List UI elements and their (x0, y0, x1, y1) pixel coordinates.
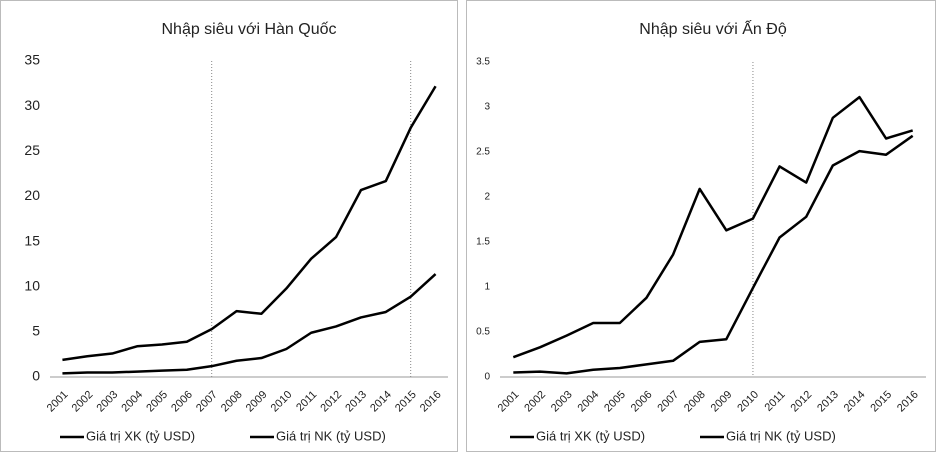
x-tick-label: 2015 (393, 389, 419, 415)
chart-title: Nhập siêu với Hàn Quốc (161, 21, 336, 38)
y-tick-label: 0 (484, 372, 490, 383)
chart-title: Nhập siêu với Ấn Độ (639, 19, 787, 38)
x-tick-label: 2008 (682, 389, 708, 415)
x-tick-label: 2002 (70, 389, 96, 415)
panel-border (0, 0, 458, 452)
x-tick-label: 2010 (735, 389, 761, 415)
y-tick-label: 35 (24, 52, 40, 68)
x-tick-label: 2003 (95, 389, 121, 415)
y-tick-label: 2 (484, 192, 490, 203)
x-tick-label: 2007 (194, 389, 220, 415)
x-tick-label: 2002 (522, 389, 548, 415)
panel-border (466, 0, 936, 452)
y-tick-label: 5 (32, 323, 40, 339)
y-tick-label: 3.5 (476, 57, 490, 68)
x-tick-label: 2015 (868, 389, 894, 415)
x-tick-label: 2003 (549, 389, 575, 415)
x-tick-label: 2012 (318, 389, 344, 415)
x-tick-label: 2006 (629, 389, 655, 415)
y-tick-label: 15 (24, 232, 40, 248)
y-tick-label: 30 (24, 97, 40, 113)
x-tick-label: 2013 (343, 389, 369, 415)
x-tick-label: 2008 (219, 389, 245, 415)
y-tick-label: 25 (24, 142, 40, 158)
x-tick-label: 2006 (169, 389, 195, 415)
x-tick-label: 2013 (815, 389, 841, 415)
x-tick-label: 2007 (655, 389, 681, 415)
x-tick-label: 2014 (368, 389, 394, 415)
x-tick-label: 2011 (763, 389, 788, 414)
chart-panel: Nhập siêu với Hàn Quốc 0 5 10 15 20 25 30 35 2001… (0, 0, 458, 452)
x-tick-label: 2001 (45, 389, 71, 415)
legend-label: Giá trị XK (tỷ USD) (86, 428, 195, 443)
y-tick-label: 1.5 (476, 237, 490, 248)
data-line (62, 85, 437, 362)
x-tick-label: 2001 (496, 389, 522, 415)
x-tick-label: 2014 (842, 389, 868, 415)
x-tick-label: 2005 (144, 389, 170, 415)
x-tick-label: 2005 (602, 389, 628, 415)
x-tick-label: 2016 (418, 389, 444, 415)
legend-label: Giá trị XK (tỷ USD) (536, 428, 645, 443)
x-tick-label: 2016 (895, 389, 921, 415)
data-line (512, 95, 914, 359)
legend-label: Giá trị NK (tỷ USD) (276, 428, 386, 443)
y-tick-label: 0 (32, 368, 40, 384)
y-tick-label: 2.5 (476, 147, 490, 158)
x-tick-label: 2010 (269, 389, 295, 415)
x-tick-label: 2009 (244, 389, 270, 415)
y-tick-label: 1 (484, 282, 490, 293)
x-tick-label: 2009 (709, 389, 735, 415)
y-tick-label: 3 (484, 102, 490, 113)
x-tick-label: 2012 (789, 389, 815, 415)
x-tick-label: 2004 (576, 389, 602, 415)
y-tick-label: 0.5 (476, 327, 490, 338)
y-tick-label: 10 (24, 277, 40, 293)
legend-label: Giá trị NK (tỷ USD) (726, 428, 836, 443)
x-tick-label: 2004 (119, 389, 145, 415)
y-tick-label: 20 (24, 187, 40, 203)
data-line (513, 134, 914, 375)
x-tick-label: 2011 (294, 389, 319, 414)
data-line (62, 273, 437, 375)
